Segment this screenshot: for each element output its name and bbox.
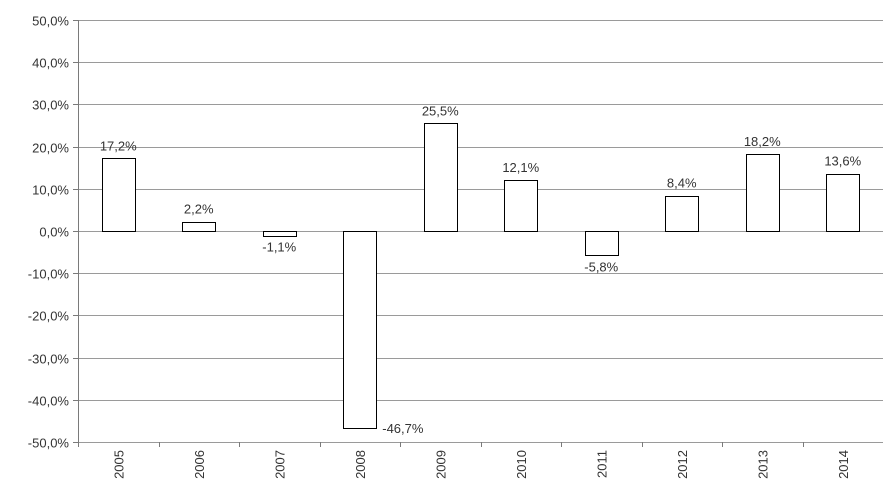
x-tick-label: 2011 (594, 450, 609, 478)
data-label: 18,2% (744, 134, 781, 149)
bar-2009 (424, 123, 458, 232)
data-label: 8,4% (667, 176, 697, 191)
data-label: 25,5% (422, 103, 459, 118)
bar-2005 (102, 158, 136, 232)
x-tick-label: 2010 (514, 450, 529, 479)
x-tick-label: 2012 (675, 450, 690, 479)
x-tick-label: 2006 (192, 450, 207, 479)
data-label: -5,8% (584, 259, 618, 274)
y-tick-label: -10,0% (28, 267, 70, 282)
bar-2008 (343, 231, 377, 429)
y-tick-label: -50,0% (28, 436, 70, 451)
y-tick-label: 10,0% (32, 183, 69, 198)
data-label: 12,1% (502, 160, 539, 175)
bar-2012 (665, 196, 699, 232)
x-tick-label: 2008 (353, 450, 368, 479)
x-axis-tick-labels: 2005 2006 2007 2008 2009 2010 2011 2012 2013 2014 (111, 450, 851, 479)
axes (73, 20, 804, 447)
y-tick-label: -30,0% (28, 352, 70, 367)
x-tick-label: 2009 (433, 450, 448, 479)
y-tick-label: -40,0% (28, 394, 70, 409)
x-tick-label: 2014 (836, 450, 851, 479)
x-tick-label: 2007 (272, 450, 287, 479)
data-label: 2,2% (184, 202, 214, 217)
bar-2006 (182, 222, 216, 232)
data-label: 17,2% (100, 138, 137, 153)
y-axis-tick-labels: 50,0% 40,0% 30,0% 20,0% 10,0% 0,0% -10,0% -20,0… (28, 14, 70, 451)
y-tick-label: -20,0% (28, 309, 70, 324)
data-label: 13,6% (824, 154, 861, 169)
y-tick-label: 30,0% (32, 98, 69, 113)
y-tick-label: 0,0% (39, 225, 69, 240)
bar-2013 (746, 154, 780, 232)
x-tick-label: 2013 (755, 450, 770, 479)
bar-2007 (263, 231, 297, 237)
bar-2014 (826, 174, 860, 232)
y-tick-label: 20,0% (32, 141, 69, 156)
bars (102, 123, 860, 429)
data-labels: 17,2% 2,2% -1,1% -46,7% 25,5% 12,1% -5,8% 8,4% 1… (100, 103, 862, 436)
bar-2010 (504, 180, 538, 232)
x-tick-label: 2005 (111, 450, 126, 479)
y-tick-label: 50,0% (32, 14, 69, 29)
y-tick-label: 40,0% (32, 56, 69, 71)
data-label: -1,1% (262, 240, 296, 255)
bar-2011 (585, 231, 619, 256)
data-label: -46,7% (382, 421, 424, 436)
